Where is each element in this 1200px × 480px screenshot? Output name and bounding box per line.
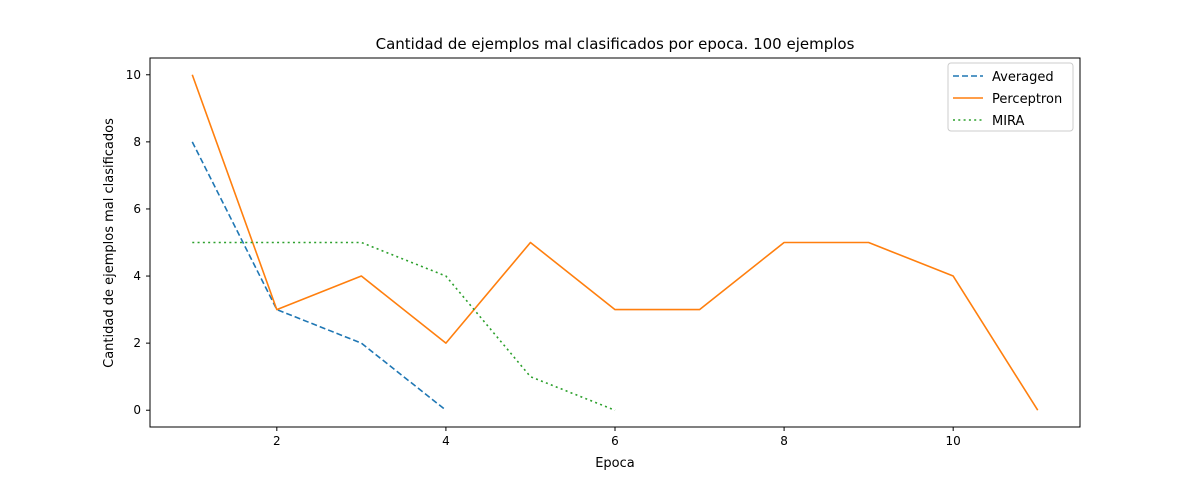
- axis-ticks: 2 4 6 8 10 0 2 4 6 8 10: [126, 68, 961, 448]
- legend-box: [947, 62, 1074, 132]
- x-axis-label: Epoca: [595, 456, 635, 471]
- legend-label-averaged: Averaged: [992, 70, 1054, 85]
- x-tick-label: 2: [273, 434, 281, 448]
- series-line-averaged: [191, 141, 447, 411]
- y-tick-label: 10: [126, 68, 141, 82]
- y-tick-label: 0: [133, 403, 141, 417]
- y-axis-label: Cantidad de ejemplos mal clasificados: [102, 118, 117, 368]
- series-line-mira: [192, 241, 616, 411]
- y-tick-label: 2: [133, 336, 141, 350]
- x-tick-label: 6: [611, 434, 619, 448]
- legend-label-perceptron: Perceptron: [992, 92, 1062, 107]
- legend-label-mira: MIRA: [992, 114, 1025, 129]
- x-tick-label: 8: [780, 434, 788, 448]
- chart-title: Cantidad de ejemplos mal clasificados po…: [376, 35, 855, 53]
- series-lines: [191, 74, 1039, 411]
- legend: Averaged Perceptron MIRA: [947, 62, 1074, 132]
- plot-frame: [149, 57, 1081, 428]
- y-tick-label: 6: [133, 202, 141, 216]
- x-tick-label: 4: [442, 434, 450, 448]
- x-tick-label: 10: [946, 434, 961, 448]
- y-tick-label: 8: [133, 135, 141, 149]
- y-tick-label: 4: [133, 269, 141, 283]
- series-line-perceptron: [191, 74, 1039, 411]
